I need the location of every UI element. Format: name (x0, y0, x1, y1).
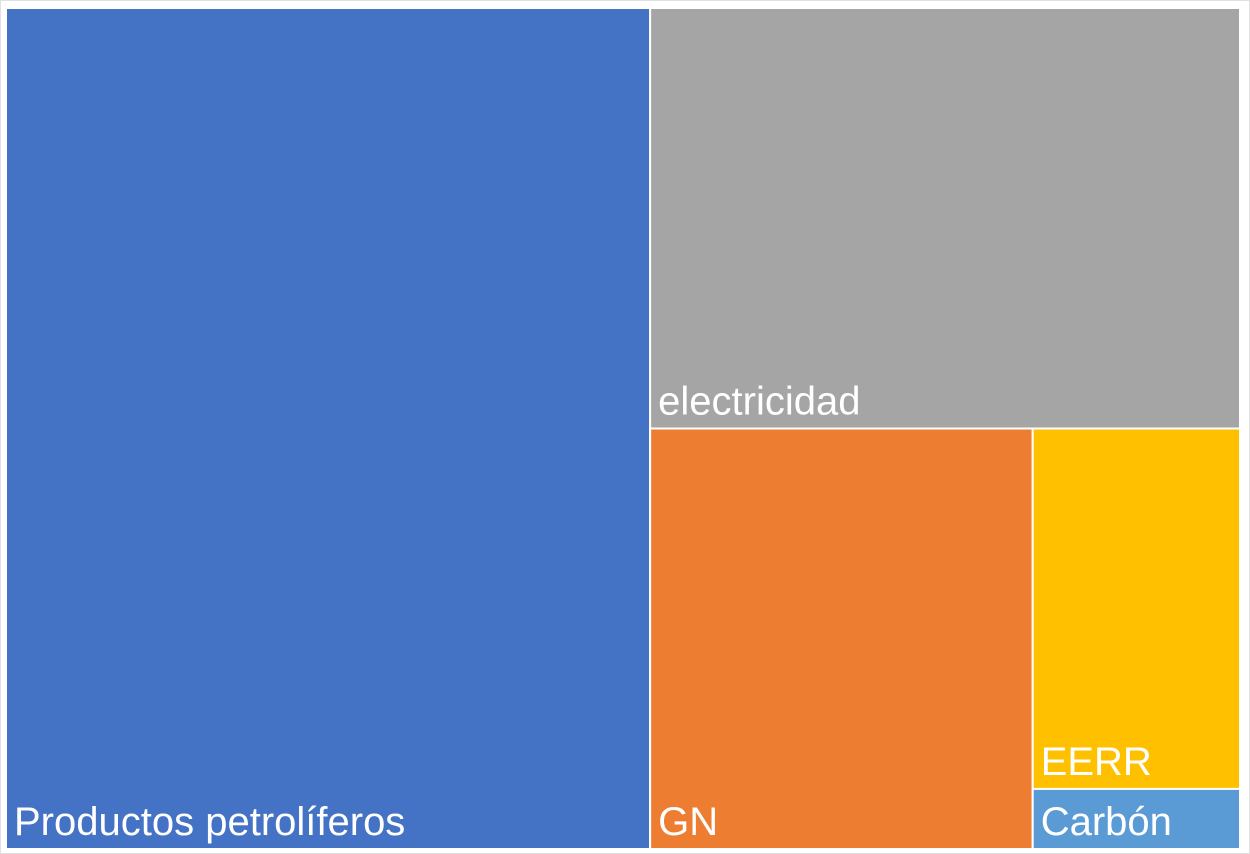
treemap-cell (649, 427, 1034, 850)
cell-label: electricidad (658, 380, 860, 424)
treemap-cell (649, 7, 1241, 430)
treemap-cell (5, 7, 652, 850)
treemap-cell (1031, 427, 1241, 790)
cell-label: Productos petrolíferos (14, 800, 405, 844)
cell-label: GN (658, 800, 718, 844)
treemap-cell (1031, 787, 1241, 851)
cell-label: EERR (1041, 740, 1152, 784)
cell-label: Carbón (1041, 800, 1172, 844)
